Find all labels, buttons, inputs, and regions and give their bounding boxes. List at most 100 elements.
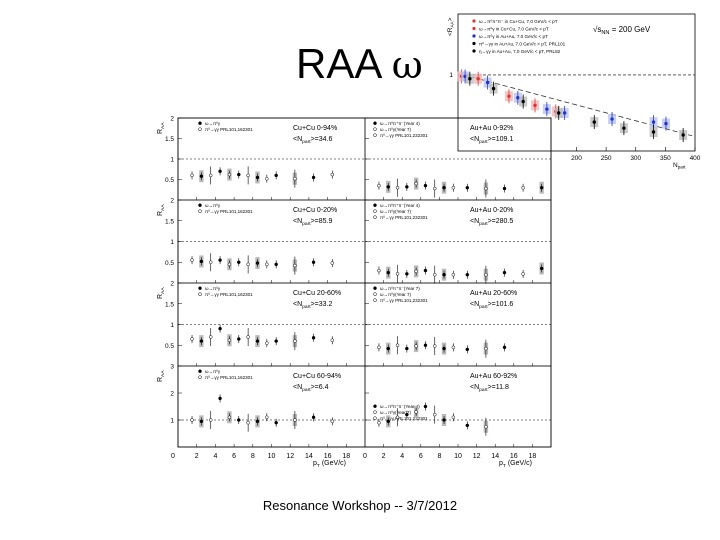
panel-point [311, 336, 316, 340]
inset-point [622, 126, 626, 130]
inset-point [610, 117, 614, 121]
grid-xtick-label: 2 [195, 453, 199, 460]
panel-point [227, 415, 232, 420]
panel-legend-marker [198, 369, 202, 373]
panel-5: 0.5 1 1.5 2 Cu+Cu 20-60% <Npart>=33.2 ω→π⁰γπ⁰→… [157, 281, 366, 367]
panel-point [237, 172, 241, 177]
inset-point [491, 86, 496, 91]
inset-xtick-label: 250 [601, 155, 612, 162]
panel-1: 0.5 1 1.5 2 Cu+Cu 0-94% <Npart>=34.6 ω→π⁰γπ⁰→γ… [157, 116, 366, 201]
panel-point [218, 396, 222, 401]
grid-xtick-label: 18 [529, 453, 537, 460]
panel-point [451, 185, 456, 190]
panel-ytick-label: 2 [170, 198, 174, 205]
grid-xtick-label: 4 [400, 453, 404, 460]
panel-legend-entry: ω→π⁰γ [205, 203, 221, 208]
panel-legend-entry: π⁰→γγ PRL101,162301 [205, 292, 253, 297]
inset-energy-label: √sNN = 200 GeV [593, 25, 651, 36]
panel-legend-marker [198, 127, 202, 131]
panel-2: Au+Au 0-92% <Npart>=109.1 ω→π⁰π⁺π⁻(Year 4)… [364, 117, 552, 201]
panel-point [502, 186, 507, 191]
inset-xtick-label: 300 [630, 155, 641, 162]
grid-xtick-label: 10 [268, 453, 276, 460]
inset-xlabel: Npart [673, 162, 686, 170]
panel-point [539, 185, 544, 190]
panel-point [255, 261, 260, 265]
inset-legend-marker [472, 26, 476, 31]
panel-point [311, 260, 316, 264]
panel-point [330, 419, 335, 424]
panel-point [377, 183, 381, 188]
panel-npart-label: <Npart>=6.4 [293, 384, 329, 393]
panel-legend-marker [373, 127, 377, 131]
panel-point [190, 173, 194, 178]
panel-point [465, 347, 470, 352]
panel-legend-marker [198, 203, 202, 207]
panel-system-label: Cu+Cu 60-94% [293, 373, 341, 380]
inset-xtick-label: 400 [690, 155, 701, 162]
panel-4: Au+Au 0-20% <Npart>=280.5 ω→π⁰π⁺π⁻(Year 4)… [364, 199, 552, 284]
panel-point [395, 343, 400, 347]
panel-ytick-label: 1 [170, 322, 174, 329]
panel-point [237, 260, 241, 264]
panel-legend-entry: ω→π⁰γ [205, 121, 221, 126]
panel-point [218, 326, 222, 331]
panel-npart-label: <Npart>=11.8 [470, 384, 509, 393]
grid-xlabel: pT (GeV/c) [313, 460, 346, 469]
panel-point [451, 345, 456, 350]
grid-xtick-label: 2 [382, 453, 386, 460]
panel-ytick-label: 2 [170, 281, 174, 288]
grid-xtick-label: 16 [324, 453, 332, 460]
panel-ylabel: RAA [157, 370, 166, 382]
panel-point [395, 272, 400, 276]
panel-point [433, 186, 437, 191]
panel-system-label: Cu+Cu 0-20% [293, 207, 337, 214]
inset-ylabel: <RAA> [447, 17, 455, 36]
panel-system-label: Au+Au 20-60% [470, 290, 517, 297]
panel-ytick-label: 0.5 [165, 177, 174, 184]
panel-point [442, 346, 446, 351]
panel-legend-marker [373, 292, 377, 296]
panel-point [484, 346, 488, 351]
panel-npart-label: <Npart>=85.9 [293, 218, 333, 227]
panel-ytick-label: 2 [170, 391, 174, 398]
panel-point [330, 338, 335, 343]
inset-legend-entry: π⁰→γγ in Au+Au, 7.0 GeV/c < pT, PRL101 [479, 42, 566, 47]
panel-point [442, 272, 446, 277]
panel-point [484, 425, 488, 429]
panel-ytick-label: 1.5 [165, 218, 174, 225]
panel-legend-marker [198, 375, 202, 379]
panel-point [227, 172, 232, 177]
panel-point [208, 260, 213, 264]
panel-point [227, 262, 232, 267]
panel-point [199, 339, 204, 343]
panel-point [293, 339, 297, 343]
grid-xtick-label: 10 [454, 453, 462, 460]
panel-ytick-label: 3 [170, 364, 174, 371]
panel-system-label: Au+Au 0-20% [470, 207, 513, 214]
panel-npart-label: <Npart>=280.5 [470, 218, 513, 227]
panel-system-label: Au+Au 60-92% [470, 373, 517, 380]
inset-point [562, 111, 567, 115]
panel-point [255, 339, 260, 343]
panel-point [451, 415, 456, 420]
inset-legend-marker [472, 34, 476, 38]
panel-legend-entry: π⁰→γγ PRL101,232301 [380, 215, 428, 220]
panel-npart-label: <Npart>=109.1 [470, 136, 513, 145]
panel-point [414, 410, 418, 414]
inset-point [651, 120, 656, 124]
panel-ylabel: RAA [157, 204, 166, 216]
grid-xtick-label: 14 [305, 453, 313, 460]
inset-point [651, 130, 656, 134]
panel-point [377, 268, 381, 273]
panel-point [521, 272, 525, 276]
panel-point [218, 169, 222, 174]
inset-point [521, 99, 525, 104]
panel-point [293, 418, 297, 422]
panel-point [484, 186, 488, 191]
panel-point [311, 415, 316, 420]
panel-point [246, 335, 250, 339]
panel-point [265, 341, 269, 345]
